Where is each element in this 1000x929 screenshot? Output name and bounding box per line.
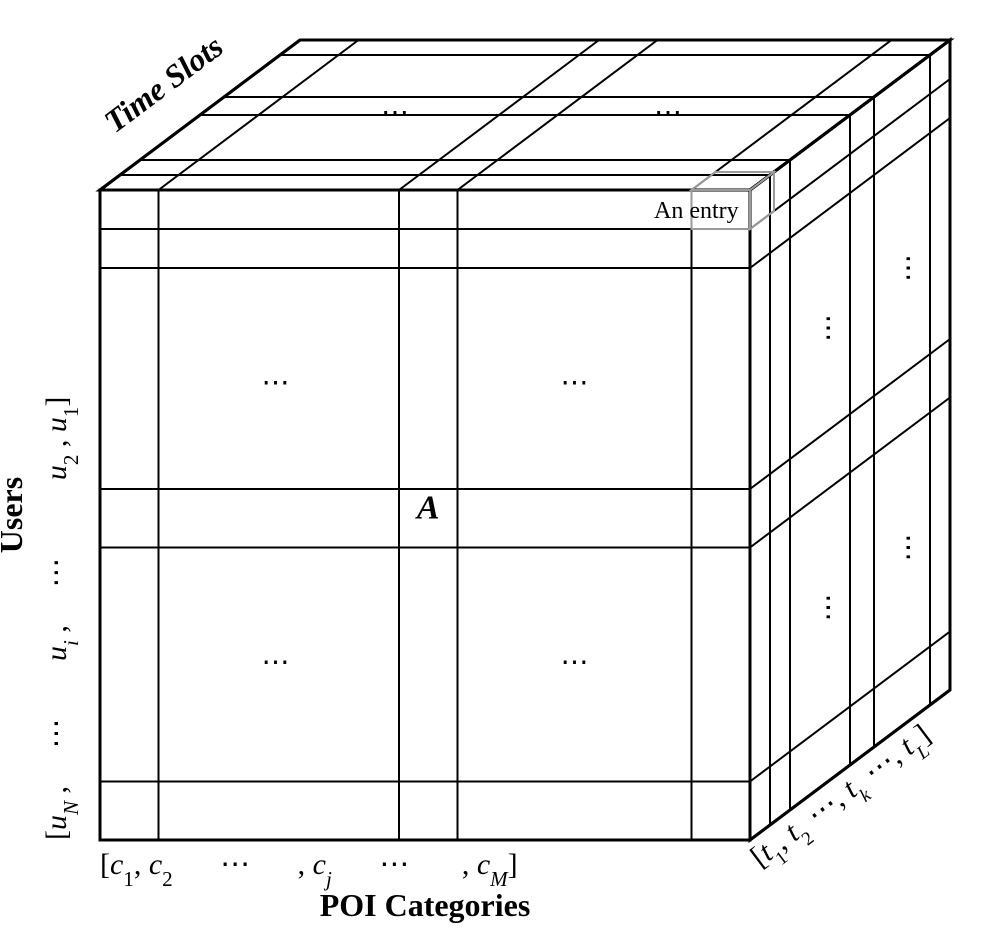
ellipsis: ⋯ [893,254,924,282]
entry-label: An entry [654,198,739,224]
tensor-cube-diagram: ⋯⋯⋯⋯⋯⋯⋯⋯⋯⋯AAn entryTime SlotsUsersPOI Ca… [0,0,1000,929]
axis-label-users: Users [0,477,29,553]
ellipsis: ⋯ [654,97,682,128]
ellipsis: ⋯ [561,647,589,678]
ellipsis: ⋯ [262,647,290,678]
y-ticks: [uN , ⋯ ui , ⋯ u2 , u1] [40,397,83,840]
x-ticks: [c1, c2 ⋯ , cj ⋯ , cM] [100,848,518,891]
ellipsis: ⋯ [813,594,844,622]
ellipsis: ⋯ [893,534,924,562]
ellipsis: ⋯ [381,97,409,128]
axis-label-poi: POI Categories [320,887,531,923]
ellipsis: ⋯ [813,314,844,342]
tensor-label: A [415,489,440,526]
ellipsis: ⋯ [262,367,290,398]
ellipsis: ⋯ [561,367,589,398]
